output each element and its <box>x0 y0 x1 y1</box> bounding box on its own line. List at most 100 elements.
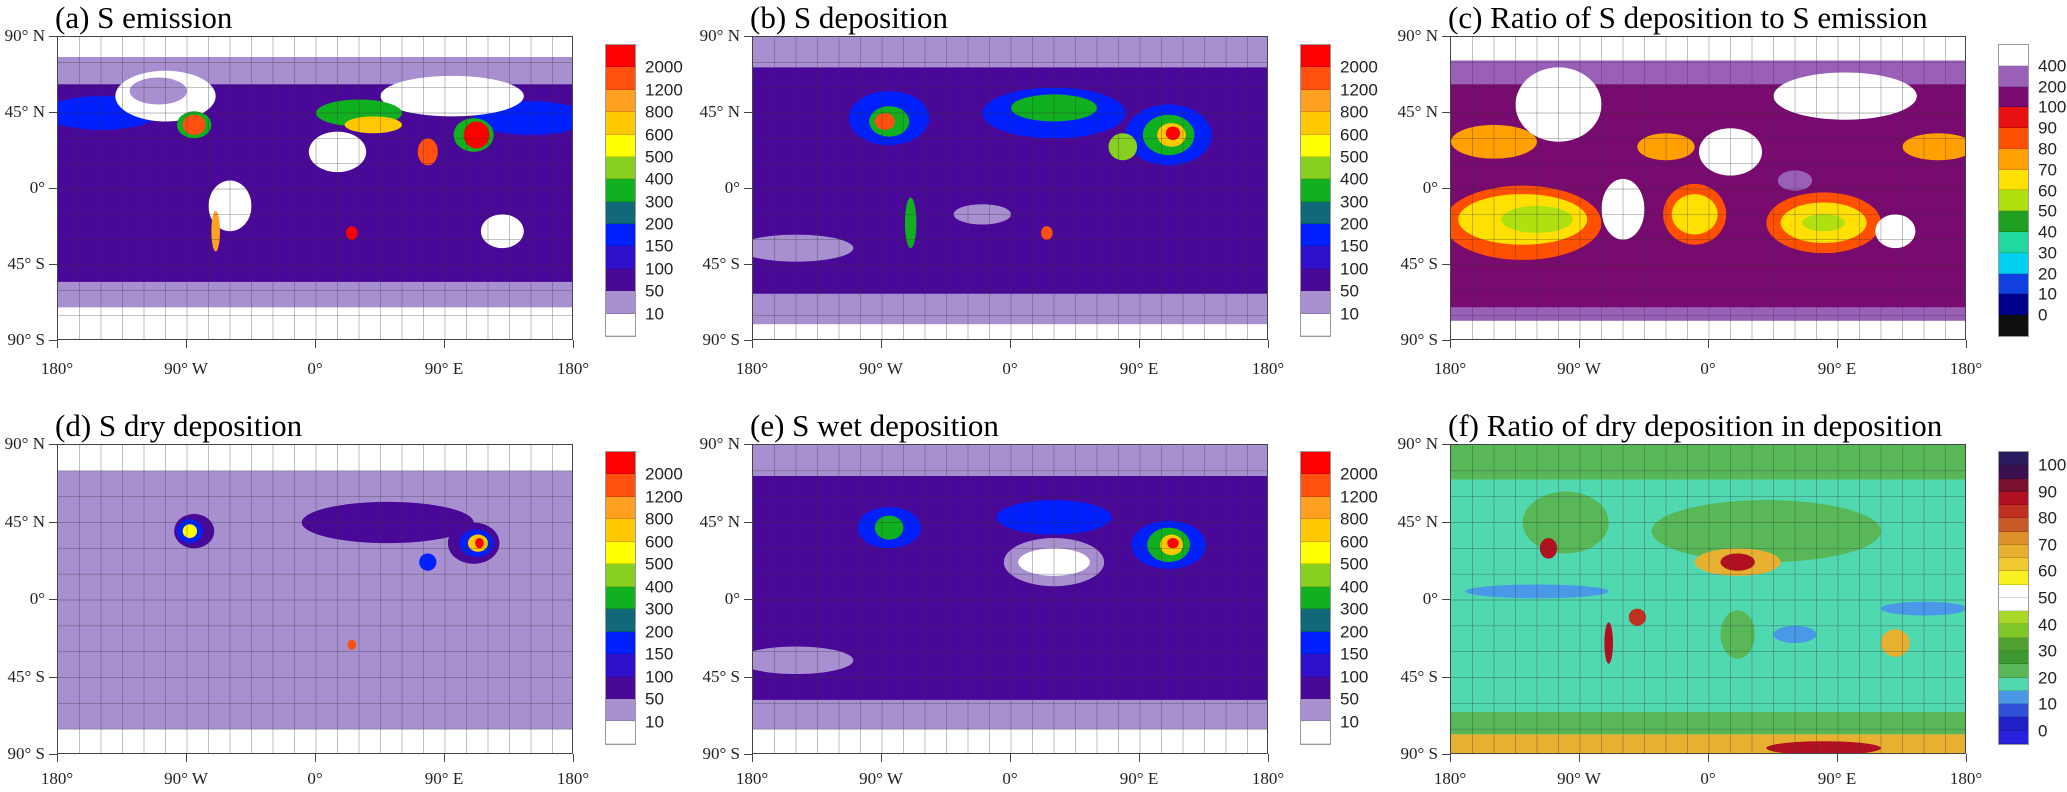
tick-mark <box>744 188 752 189</box>
tick-mark <box>744 264 752 265</box>
lon-tick-label: 90° W <box>1557 359 1601 378</box>
colorbar-label: 50 <box>2038 201 2057 221</box>
colorbar-swatch <box>606 112 635 135</box>
field-region <box>211 210 220 252</box>
tick-mark <box>1579 340 1580 348</box>
field-region <box>753 234 854 262</box>
colorbar-swatch <box>1999 637 2028 651</box>
lon-tick-label: 0° <box>1700 769 1716 788</box>
colorbar-swatch <box>1301 89 1330 113</box>
colorbar-swatch <box>1999 690 2028 705</box>
lat-tick-label: 45° N <box>699 511 740 531</box>
colorbar-label: 800 <box>1340 102 1369 122</box>
lat-tick-label: 90° N <box>4 434 45 453</box>
colorbar-swatch <box>606 452 635 475</box>
field-region <box>1671 194 1718 235</box>
tick-mark <box>1442 188 1450 189</box>
colorbar-swatch <box>1301 268 1330 292</box>
tick-mark <box>1966 340 1967 348</box>
tick-mark <box>752 340 753 348</box>
colorbar-label: 10 <box>2038 284 2057 304</box>
colorbar-swatch <box>1999 531 2028 545</box>
field-region <box>208 180 252 232</box>
lat-tick-label: 45° N <box>1397 511 1438 531</box>
colorbar-label: 150 <box>1340 236 1369 256</box>
field-region <box>308 131 367 173</box>
lon-tick-label: 90° E <box>1817 359 1857 378</box>
colorbar-swatch <box>1301 45 1330 68</box>
lat-tick-label: 0° <box>29 589 45 608</box>
lat-tick-label: 0° <box>1422 178 1438 197</box>
map-plot <box>1450 36 1966 340</box>
colorbar-label: 500 <box>1340 147 1369 167</box>
tick-mark <box>744 754 752 755</box>
colorbar-swatch <box>606 698 635 722</box>
field-region <box>1651 500 1881 563</box>
colorbar-label: 100 <box>2038 455 2067 475</box>
colorbar-swatch <box>606 654 635 677</box>
tick-mark <box>49 188 57 189</box>
colorbar-label: 300 <box>645 192 674 212</box>
latitude-band <box>753 324 1267 339</box>
colorbar-swatch <box>1999 571 2028 585</box>
colorbar-swatch <box>1301 698 1330 722</box>
lat-tick-label: 90° S <box>1400 744 1438 763</box>
colorbar-label: 600 <box>645 125 674 145</box>
colorbar-label: 70 <box>2038 160 2057 180</box>
colorbar-swatch <box>1301 586 1330 610</box>
tick-mark <box>1837 754 1838 762</box>
colorbar-swatch <box>1999 315 2028 336</box>
latitude-band <box>753 729 1267 753</box>
lat-tick-label: 45° N <box>1397 102 1438 121</box>
field-region <box>1802 214 1846 232</box>
latitude-band <box>1451 320 1965 339</box>
colorbar-swatch <box>606 224 635 247</box>
colorbar-label: 600 <box>1340 532 1369 552</box>
lat-tick-label: 90° S <box>7 330 45 349</box>
tick-mark <box>49 112 57 113</box>
field-region <box>475 538 484 549</box>
colorbar-label: 0 <box>2038 305 2048 325</box>
tick-mark <box>444 340 445 348</box>
colorbar <box>605 44 636 337</box>
colorbar-swatch <box>1999 45 2028 66</box>
colorbar-label: 60 <box>2038 561 2057 581</box>
latitude-band <box>58 445 572 471</box>
colorbar-label: 2000 <box>645 57 683 77</box>
colorbar-label: 80 <box>2038 508 2057 528</box>
colorbar-label: 10 <box>645 712 664 732</box>
colorbar-swatch <box>1999 624 2028 638</box>
colorbar-label: 10 <box>1340 712 1359 732</box>
latitude-band <box>753 37 1267 68</box>
lon-tick-label: 180° <box>735 359 769 378</box>
lon-tick-label: 0° <box>307 359 323 378</box>
field-region <box>1881 629 1910 657</box>
colorbar-label: 400 <box>645 577 674 597</box>
colorbar-label: 150 <box>645 644 674 664</box>
colorbar-label: 100 <box>1340 259 1369 279</box>
colorbar-label: 1200 <box>1340 80 1378 100</box>
tick-mark <box>1442 264 1450 265</box>
colorbar-swatch <box>1999 584 2028 598</box>
tick-mark <box>1837 340 1838 348</box>
colorbar-label: 20 <box>2038 264 2057 284</box>
colorbar-label: 40 <box>2038 222 2057 242</box>
colorbar-label: 1200 <box>645 80 683 100</box>
tick-mark <box>49 444 57 445</box>
colorbar-label: 500 <box>645 554 674 574</box>
colorbar-swatch <box>606 134 635 157</box>
colorbar-label: 150 <box>645 236 674 256</box>
tick-mark <box>1450 340 1451 348</box>
map-plot <box>1450 444 1966 754</box>
colorbar-swatch <box>1999 232 2028 253</box>
colorbar-swatch <box>606 609 635 632</box>
field-region <box>1539 538 1558 559</box>
field-region <box>904 197 917 249</box>
field-region <box>346 226 358 240</box>
tick-mark <box>1442 599 1450 600</box>
latitude-band <box>58 729 572 753</box>
colorbar-label: 100 <box>1340 667 1369 687</box>
colorbar <box>1998 44 2029 337</box>
lat-tick-label: 90° S <box>702 744 740 763</box>
colorbar-swatch <box>1999 558 2028 572</box>
